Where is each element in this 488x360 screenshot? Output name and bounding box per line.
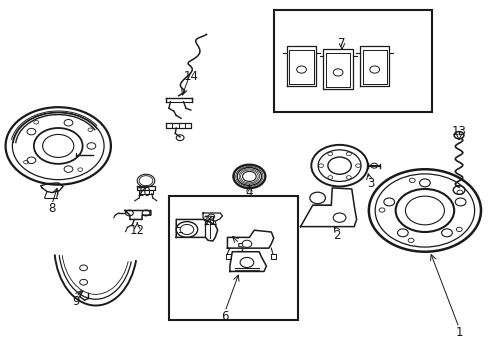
Bar [168, 196, 298, 320]
Text: 13: 13 [451, 125, 466, 138]
Text: 11: 11 [203, 215, 218, 228]
Circle shape [453, 132, 463, 139]
Text: 2: 2 [333, 229, 340, 242]
Text: 12: 12 [129, 224, 144, 237]
Text: 1: 1 [454, 326, 462, 339]
Bar [273, 10, 431, 112]
Text: 9: 9 [72, 296, 80, 309]
Text: 3: 3 [367, 177, 374, 190]
Text: 5: 5 [235, 242, 243, 255]
Text: 10: 10 [137, 186, 152, 199]
Text: 4: 4 [245, 186, 253, 199]
Text: 6: 6 [221, 310, 228, 323]
Text: 14: 14 [183, 69, 198, 82]
Text: 8: 8 [48, 202, 56, 215]
Text: 7: 7 [338, 37, 345, 50]
